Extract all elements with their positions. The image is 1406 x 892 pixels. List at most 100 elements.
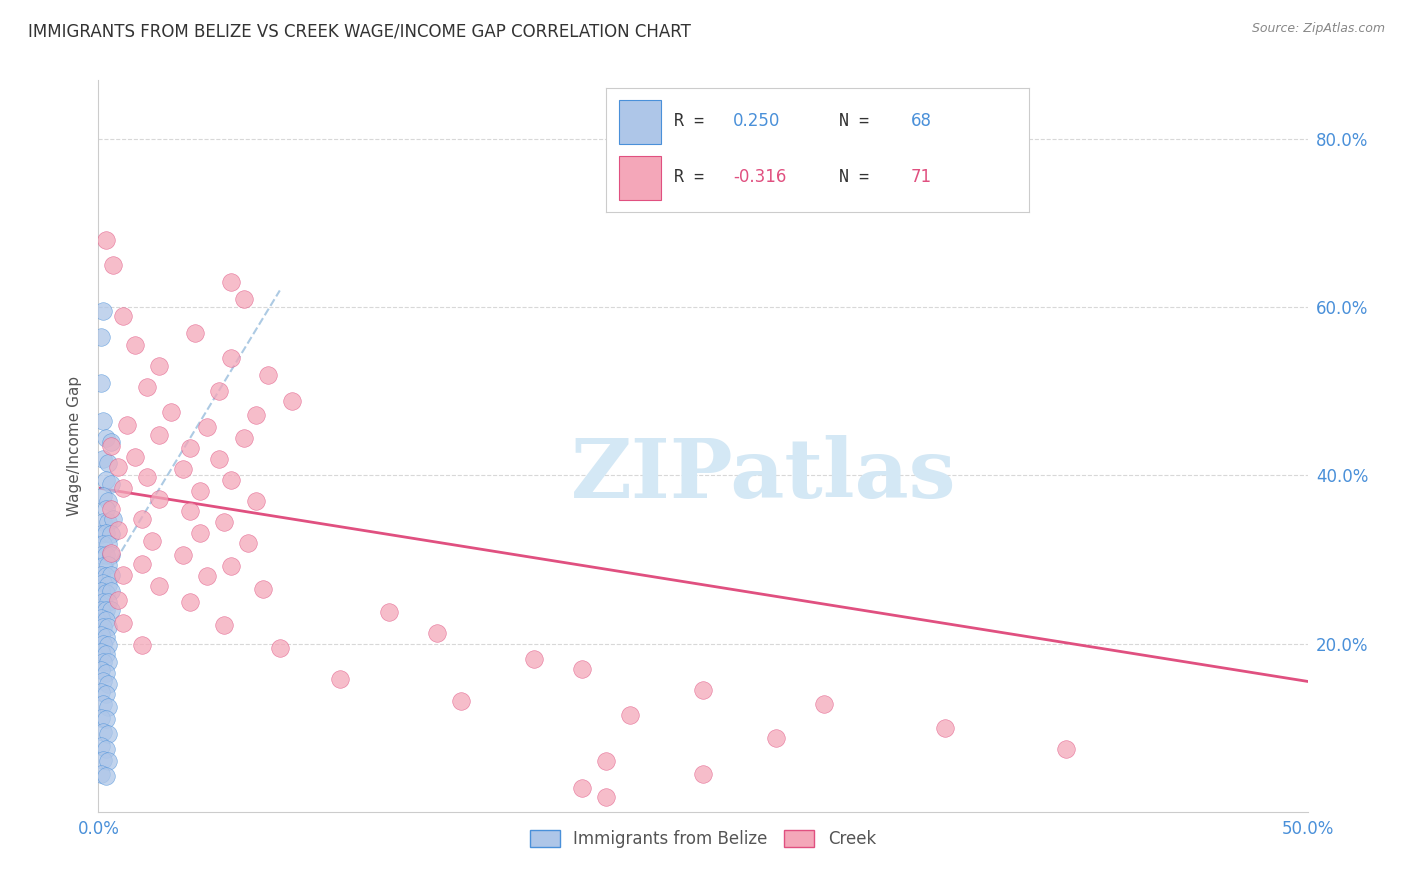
- Point: [232, 431, 254, 445]
- Point: [90, 739, 112, 753]
- Point: [90, 376, 112, 390]
- Point: [94, 630, 117, 644]
- Point: [221, 559, 243, 574]
- Point: [91, 515, 114, 529]
- Point: [97, 655, 120, 669]
- Point: [595, 754, 617, 768]
- Point: [94, 569, 117, 583]
- Point: [91, 674, 114, 689]
- Point: [111, 567, 134, 582]
- Point: [91, 559, 114, 574]
- Point: [765, 731, 787, 745]
- Point: [100, 567, 122, 582]
- Point: [91, 576, 114, 591]
- Point: [269, 640, 291, 655]
- Point: [195, 419, 218, 434]
- Point: [107, 460, 129, 475]
- Point: [94, 665, 117, 680]
- Point: [208, 384, 231, 399]
- Point: [91, 636, 114, 650]
- Point: [172, 461, 194, 475]
- Point: [450, 694, 472, 708]
- Point: [124, 338, 146, 352]
- Point: [195, 569, 218, 583]
- Point: [111, 615, 134, 630]
- Point: [571, 781, 593, 796]
- Point: [100, 584, 122, 599]
- Point: [934, 721, 956, 735]
- Point: [94, 647, 117, 661]
- Point: [97, 537, 120, 551]
- Point: [1054, 741, 1077, 756]
- Point: [131, 638, 153, 652]
- Point: [90, 645, 112, 659]
- Point: [692, 767, 714, 781]
- Point: [91, 620, 114, 634]
- Point: [252, 582, 274, 596]
- Point: [94, 525, 117, 540]
- Point: [221, 275, 243, 289]
- Point: [91, 537, 114, 551]
- Point: [97, 677, 120, 691]
- Point: [91, 753, 114, 767]
- Point: [238, 535, 260, 549]
- Point: [571, 662, 593, 676]
- Point: [212, 618, 235, 632]
- Point: [90, 527, 112, 541]
- Point: [117, 417, 139, 432]
- Point: [131, 512, 153, 526]
- Point: [97, 493, 120, 508]
- Point: [256, 368, 278, 382]
- Point: [221, 473, 243, 487]
- Text: IMMIGRANTS FROM BELIZE VS CREEK WAGE/INCOME GAP CORRELATION CHART: IMMIGRANTS FROM BELIZE VS CREEK WAGE/INC…: [28, 22, 690, 40]
- Point: [111, 309, 134, 323]
- Point: [179, 504, 201, 518]
- Point: [595, 789, 617, 804]
- Point: [90, 603, 112, 617]
- Point: [148, 428, 170, 442]
- Point: [100, 546, 122, 560]
- Point: [90, 549, 112, 563]
- Point: [111, 481, 134, 495]
- Point: [131, 557, 153, 571]
- Point: [179, 441, 201, 455]
- Point: [100, 434, 122, 449]
- Point: [101, 258, 124, 272]
- Point: [97, 620, 120, 634]
- Point: [245, 493, 267, 508]
- Point: [221, 351, 243, 365]
- Point: [148, 359, 170, 373]
- Point: [90, 567, 112, 582]
- Point: [91, 414, 114, 428]
- Point: [212, 515, 235, 529]
- Point: [813, 697, 835, 711]
- Point: [90, 664, 112, 678]
- Point: [94, 712, 117, 726]
- Point: [94, 741, 117, 756]
- Point: [107, 523, 129, 537]
- Point: [94, 431, 117, 445]
- Point: [281, 394, 304, 409]
- Point: [100, 527, 122, 541]
- Point: [91, 304, 114, 318]
- Point: [100, 502, 122, 516]
- Point: [135, 470, 157, 484]
- Point: [90, 611, 112, 625]
- Y-axis label: Wage/Income Gap: Wage/Income Gap: [67, 376, 83, 516]
- Point: [97, 578, 120, 592]
- Point: [90, 685, 112, 699]
- Point: [172, 549, 194, 563]
- Point: [107, 592, 129, 607]
- Point: [94, 603, 117, 617]
- Point: [94, 502, 117, 516]
- Point: [94, 687, 117, 701]
- Point: [94, 473, 117, 487]
- Point: [692, 682, 714, 697]
- Point: [91, 655, 114, 669]
- Point: [245, 408, 267, 422]
- Point: [90, 584, 112, 599]
- Point: [100, 603, 122, 617]
- Point: [148, 491, 170, 506]
- Point: [94, 586, 117, 600]
- Point: [97, 456, 120, 470]
